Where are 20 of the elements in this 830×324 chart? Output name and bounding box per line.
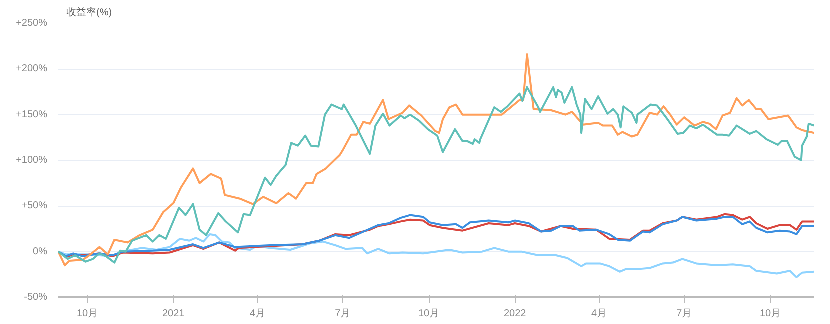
- line-series: [58, 233, 814, 278]
- x-tick-label: 10月: [760, 308, 782, 320]
- x-tick-label: 4月: [592, 308, 608, 320]
- y-tick-label: +100%: [16, 155, 48, 166]
- y-tick-label: +200%: [16, 64, 48, 75]
- y-tick-label: -50%: [24, 292, 48, 303]
- y-tick-label: 0%: [33, 246, 48, 258]
- line-series: [58, 54, 814, 267]
- y-axis-title: 收益率(%): [66, 6, 112, 18]
- x-tick-label: 7月: [335, 308, 351, 320]
- x-tick-label: 7月: [676, 308, 692, 320]
- y-tick-label: +50%: [22, 200, 48, 212]
- x-tick-label: 10月: [76, 308, 98, 320]
- x-tick-label: 10月: [418, 308, 440, 320]
- x-tick-label: 2022: [504, 308, 527, 320]
- y-tick-label: +150%: [16, 109, 48, 120]
- x-tick-label: 2021: [162, 308, 186, 320]
- x-tick-label: 4月: [250, 308, 266, 320]
- line-series: [58, 86, 814, 264]
- y-tick-label: +250%: [16, 18, 48, 29]
